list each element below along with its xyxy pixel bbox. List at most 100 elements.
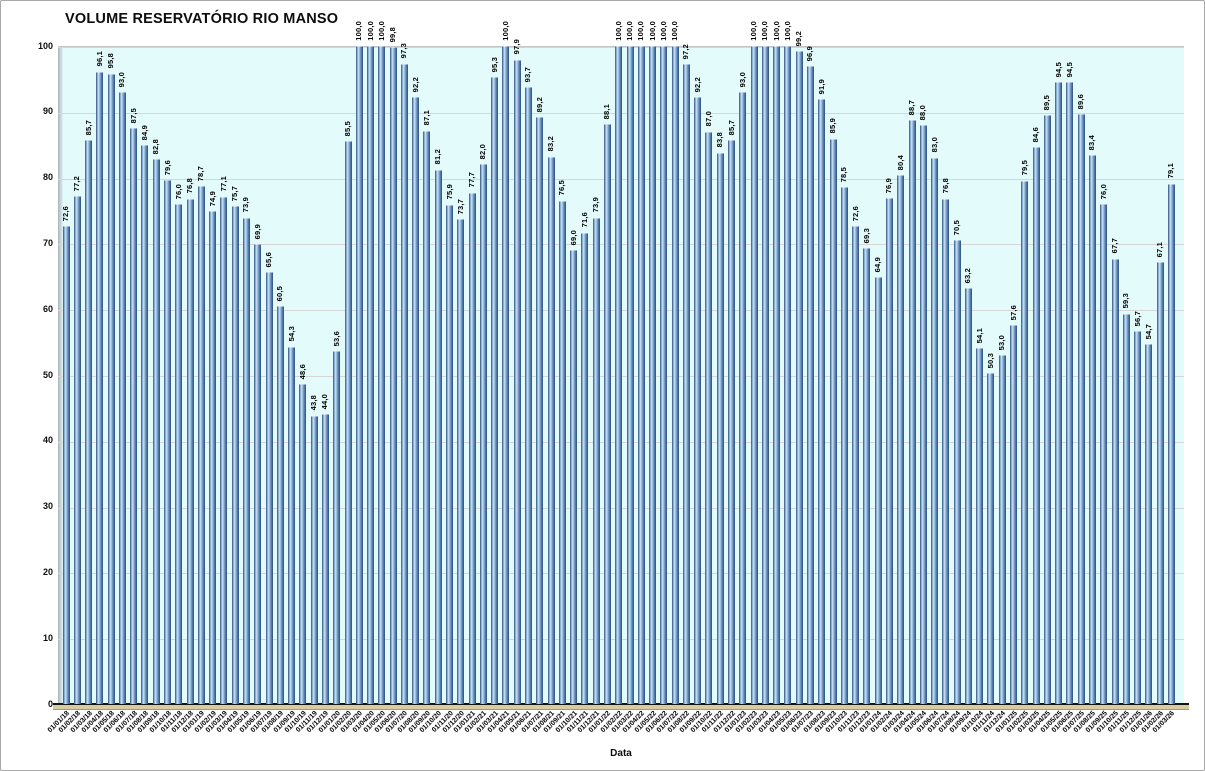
bar-value-label: 100,0 <box>500 21 510 41</box>
y-axis-tick-label: 10 <box>42 632 53 643</box>
bar-value-label: 53,0 <box>997 334 1007 351</box>
bar-value-label: 99,2 <box>794 30 804 47</box>
bar-value-label: 100,0 <box>354 21 364 41</box>
bar <box>761 46 769 704</box>
bar <box>389 47 397 704</box>
bar <box>592 217 600 704</box>
bar-value-label: 69,9 <box>252 223 262 240</box>
bar <box>660 46 668 704</box>
bar <box>919 124 927 704</box>
bar <box>242 217 250 704</box>
bar-value-label: 92,2 <box>692 76 702 93</box>
bar-value-label: 80,4 <box>895 154 905 170</box>
bar <box>603 124 611 704</box>
bar-value-label: 92,2 <box>410 76 420 93</box>
bar <box>231 205 239 704</box>
bar-value-label: 83,4 <box>1087 134 1097 151</box>
bar-value-label: 79,1 <box>1166 163 1176 179</box>
bar <box>1100 203 1108 704</box>
bar-value-label: 91,9 <box>816 78 826 95</box>
bar-value-label: 79,5 <box>1019 160 1029 176</box>
bar-value-label: 43,8 <box>309 395 319 411</box>
bar <box>716 152 724 704</box>
bar-value-label: 50,3 <box>985 352 995 369</box>
bar-value-label: 65,6 <box>264 251 274 268</box>
bar <box>649 46 657 704</box>
bar <box>1010 324 1018 704</box>
bar-value-label: 99,8 <box>388 26 398 43</box>
y-axis-tick-label: 50 <box>42 369 53 380</box>
bar <box>434 169 442 704</box>
bar-value-label: 89,2 <box>534 96 544 113</box>
bar <box>209 211 217 704</box>
bar-value-label: 100,0 <box>771 21 781 41</box>
bar <box>524 87 532 704</box>
bar <box>1066 82 1074 704</box>
bar-value-label: 56,7 <box>1132 310 1142 326</box>
bar-value-label: 82,0 <box>478 144 488 160</box>
bar-value-label: 73,7 <box>455 198 465 215</box>
bar <box>1134 330 1142 704</box>
bar-value-label: 84,9 <box>139 124 149 141</box>
bar <box>1077 114 1085 704</box>
bar-value-label: 53,6 <box>331 330 341 347</box>
bar <box>468 192 476 704</box>
y-axis-tick-label: 80 <box>42 172 53 183</box>
bar <box>908 120 916 704</box>
bar-value-label: 100,0 <box>613 21 623 41</box>
bar-value-label: 87,5 <box>128 107 138 124</box>
bar-value-label: 54,1 <box>974 327 984 344</box>
bar-value-label: 84,6 <box>1031 126 1041 143</box>
bar-value-label: 96,1 <box>94 51 104 67</box>
bar-value-label: 77,2 <box>72 175 82 192</box>
bar <box>536 117 544 704</box>
bar-value-label: 76,5 <box>557 180 567 196</box>
bar-value-label: 94,5 <box>1053 61 1063 78</box>
bar <box>1122 313 1130 704</box>
bar-value-label: 97,2 <box>681 44 691 60</box>
bar <box>491 76 499 704</box>
bar <box>863 248 871 704</box>
bar-value-label: 77,7 <box>467 172 477 188</box>
bar-value-label: 64,9 <box>873 256 883 272</box>
bar <box>671 46 679 704</box>
bar <box>694 97 702 704</box>
bar-value-label: 87,1 <box>421 110 431 126</box>
bar-value-label: 67,7 <box>1110 238 1120 254</box>
bar <box>581 232 589 704</box>
bar <box>412 97 420 704</box>
bar-value-label: 54,3 <box>286 326 296 342</box>
bar <box>502 46 510 704</box>
bar <box>558 200 566 704</box>
bar <box>152 159 160 704</box>
bar-value-label: 72,6 <box>850 205 860 222</box>
bar <box>400 63 408 704</box>
bar-value-label: 69,3 <box>861 227 871 244</box>
bar-value-label: 100,0 <box>647 21 657 41</box>
y-axis-tick-label: 90 <box>42 106 53 117</box>
bar-value-label: 100,0 <box>749 21 759 41</box>
y-axis-tick-label: 70 <box>42 237 53 248</box>
bar <box>1043 115 1051 704</box>
bar-value-label: 88,0 <box>918 104 928 120</box>
y-axis-tick-label: 40 <box>42 435 53 446</box>
bar <box>186 198 194 704</box>
bar-value-label: 88,1 <box>602 103 612 120</box>
bar <box>964 288 972 704</box>
bar <box>1032 147 1040 704</box>
bar-value-label: 60,5 <box>275 285 285 301</box>
bar <box>682 64 690 704</box>
bar <box>795 51 803 704</box>
bar <box>1156 262 1164 704</box>
bar <box>829 138 837 704</box>
bar <box>705 131 713 704</box>
bar-value-label: 74,9 <box>207 190 217 207</box>
bar-value-label: 96,9 <box>805 46 815 62</box>
bar <box>254 244 262 704</box>
bar <box>73 196 81 704</box>
bar-value-label: 82,8 <box>151 138 161 155</box>
bar-value-label: 63,2 <box>963 267 973 284</box>
bar <box>1021 180 1029 704</box>
bar <box>288 346 296 704</box>
bar-value-label: 83,8 <box>715 132 725 148</box>
